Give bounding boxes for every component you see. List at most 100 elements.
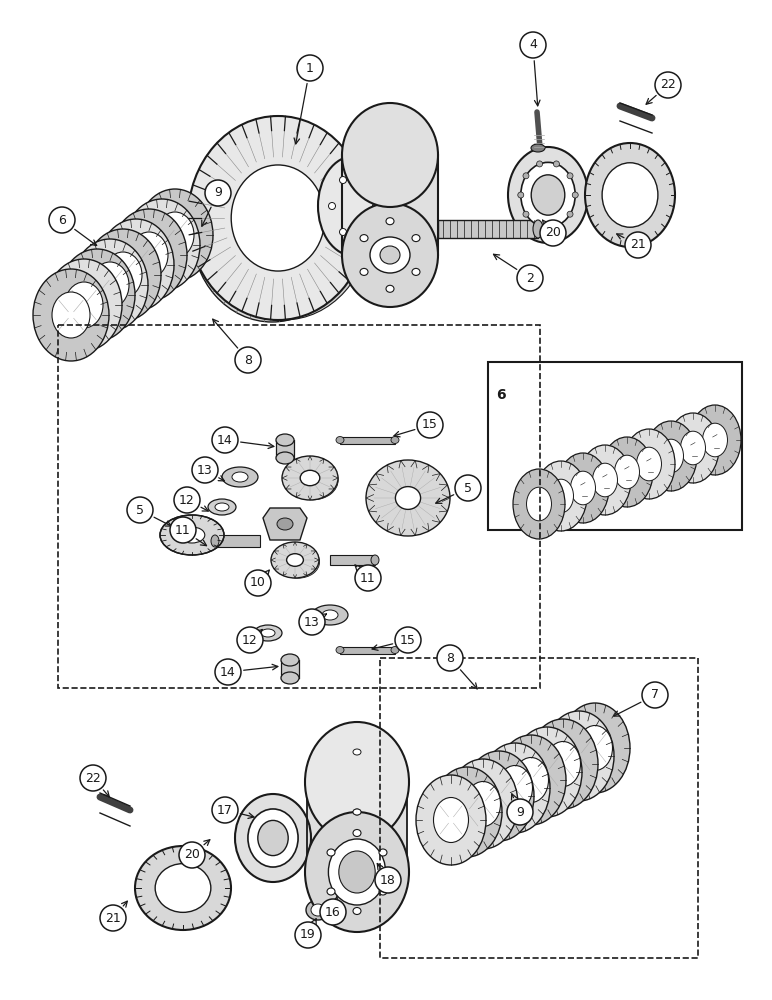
Ellipse shape — [537, 161, 543, 167]
Ellipse shape — [33, 269, 109, 361]
Bar — [342, 155, 438, 255]
Circle shape — [212, 797, 238, 823]
Bar — [333, 863, 341, 895]
Ellipse shape — [336, 436, 344, 444]
Ellipse shape — [215, 503, 229, 511]
Text: 6: 6 — [496, 388, 506, 402]
Text: 14: 14 — [220, 666, 236, 678]
Ellipse shape — [361, 177, 368, 184]
Ellipse shape — [466, 782, 500, 826]
Ellipse shape — [667, 413, 719, 483]
Circle shape — [517, 265, 543, 291]
Circle shape — [174, 487, 200, 513]
Ellipse shape — [340, 177, 347, 184]
Ellipse shape — [258, 820, 288, 856]
Ellipse shape — [276, 434, 294, 446]
Ellipse shape — [637, 447, 662, 481]
Circle shape — [127, 497, 153, 523]
Ellipse shape — [464, 751, 534, 841]
Bar — [358, 852, 396, 860]
Ellipse shape — [480, 743, 550, 833]
Ellipse shape — [557, 453, 609, 523]
Circle shape — [417, 412, 443, 438]
Text: 15: 15 — [422, 418, 438, 432]
Ellipse shape — [380, 246, 400, 264]
Text: 9: 9 — [214, 186, 222, 200]
Text: 13: 13 — [197, 464, 213, 477]
Text: 9: 9 — [516, 806, 524, 818]
Ellipse shape — [104, 252, 142, 298]
Ellipse shape — [312, 605, 348, 625]
Ellipse shape — [232, 472, 248, 482]
Circle shape — [192, 457, 218, 483]
Ellipse shape — [528, 719, 598, 809]
Ellipse shape — [330, 858, 344, 868]
Ellipse shape — [560, 703, 630, 793]
Ellipse shape — [248, 809, 298, 867]
Circle shape — [355, 565, 381, 591]
Ellipse shape — [143, 222, 181, 268]
Ellipse shape — [117, 242, 155, 288]
Circle shape — [295, 922, 321, 948]
Ellipse shape — [46, 259, 122, 351]
Text: 14: 14 — [217, 434, 233, 446]
Ellipse shape — [91, 262, 129, 308]
Text: 22: 22 — [660, 79, 676, 92]
Circle shape — [49, 207, 75, 233]
Ellipse shape — [554, 223, 560, 229]
Text: 5: 5 — [136, 504, 144, 516]
Circle shape — [212, 427, 238, 453]
Ellipse shape — [282, 456, 338, 500]
Ellipse shape — [533, 220, 543, 238]
Ellipse shape — [306, 900, 330, 920]
Ellipse shape — [329, 202, 336, 210]
Circle shape — [320, 899, 346, 925]
Text: 15: 15 — [400, 634, 416, 647]
Ellipse shape — [156, 212, 194, 258]
Text: 7: 7 — [651, 688, 659, 702]
Ellipse shape — [449, 790, 485, 834]
Ellipse shape — [659, 439, 683, 473]
Ellipse shape — [535, 461, 587, 531]
Ellipse shape — [482, 774, 516, 818]
Ellipse shape — [65, 282, 103, 328]
Bar — [340, 647, 395, 654]
Bar — [340, 437, 395, 444]
Ellipse shape — [561, 734, 597, 778]
Text: 13: 13 — [304, 615, 320, 629]
Ellipse shape — [602, 163, 658, 227]
Text: 12: 12 — [242, 634, 258, 647]
Ellipse shape — [531, 175, 565, 215]
Circle shape — [245, 570, 271, 596]
Ellipse shape — [703, 423, 727, 457]
Ellipse shape — [521, 162, 575, 228]
Circle shape — [205, 180, 231, 206]
Ellipse shape — [527, 487, 551, 521]
Circle shape — [642, 682, 668, 708]
Circle shape — [540, 220, 566, 246]
Ellipse shape — [572, 192, 578, 198]
Ellipse shape — [111, 209, 187, 301]
Circle shape — [625, 232, 651, 258]
Ellipse shape — [497, 766, 533, 810]
Ellipse shape — [360, 268, 368, 275]
Text: 16: 16 — [325, 906, 341, 918]
Circle shape — [215, 659, 241, 685]
Circle shape — [375, 867, 401, 893]
Ellipse shape — [554, 161, 560, 167]
Ellipse shape — [645, 421, 697, 491]
Text: 22: 22 — [85, 772, 101, 784]
Ellipse shape — [434, 798, 469, 842]
Ellipse shape — [322, 610, 338, 620]
Text: 12: 12 — [179, 493, 195, 506]
Circle shape — [235, 347, 261, 373]
Ellipse shape — [276, 546, 320, 578]
Ellipse shape — [395, 487, 421, 509]
Ellipse shape — [211, 535, 219, 547]
Ellipse shape — [137, 189, 213, 281]
Ellipse shape — [192, 142, 352, 322]
Circle shape — [237, 627, 263, 653]
Ellipse shape — [135, 846, 231, 930]
Bar — [281, 660, 299, 678]
Ellipse shape — [508, 147, 588, 243]
